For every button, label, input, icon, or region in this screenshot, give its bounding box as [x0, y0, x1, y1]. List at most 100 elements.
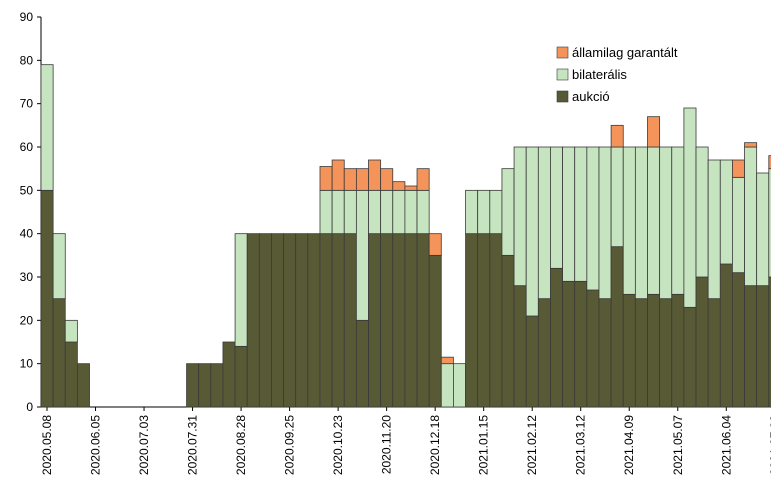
x-tick-label: 2020.10.23 [331, 415, 345, 475]
x-tick-label: 2021.04.09 [622, 415, 636, 475]
bar-aukcio [598, 298, 612, 408]
bar-aukcio [501, 254, 515, 408]
bar-aukcio [574, 280, 588, 408]
x-tick-label: 2020.05.08 [40, 415, 54, 475]
bar-bilateralis [234, 233, 248, 347]
bar-aukcio [586, 289, 600, 408]
legend-swatch [556, 90, 569, 103]
bar-bilateralis [355, 189, 369, 321]
bar-bilateralis [525, 146, 539, 317]
bar-aukcio [186, 363, 200, 408]
legend-swatch [556, 68, 569, 81]
bar-allamilag-garantalt [416, 168, 430, 191]
bar-aukcio [525, 315, 539, 408]
x-tick-label: 2021.05.07 [671, 415, 685, 475]
bar-aukcio [671, 293, 685, 408]
x-tick-label: 2020.07.03 [137, 415, 151, 475]
y-tick-label: 70 [20, 97, 34, 111]
bar-aukcio [416, 233, 430, 408]
y-tick-label: 40 [20, 227, 34, 241]
bar-bilateralis [489, 189, 503, 235]
bar-bilateralis [477, 189, 491, 235]
bar-aukcio [271, 233, 285, 408]
bar-allamilag-garantalt [380, 168, 394, 191]
bar-bilateralis [513, 146, 527, 287]
bar-aukcio [210, 363, 224, 408]
bar-aukcio [744, 285, 758, 408]
bar-bilateralis [683, 107, 697, 308]
bar-bilateralis [562, 146, 576, 282]
bar-bilateralis [634, 146, 648, 300]
bar-bilateralis [440, 363, 454, 408]
y-tick-label: 20 [20, 313, 34, 327]
bar-aukcio [283, 233, 297, 408]
bar-bilateralis [380, 189, 394, 235]
bar-aukcio [392, 233, 406, 408]
bar-bilateralis [695, 146, 709, 278]
bar-bilateralis [343, 189, 357, 235]
bar-bilateralis [768, 168, 771, 278]
legend: államilag garantált bilaterális aukció [556, 45, 678, 104]
bar-aukcio [513, 285, 527, 408]
bar-aukcio [756, 285, 770, 408]
bar-aukcio [719, 263, 733, 408]
bar-bilateralis [550, 146, 563, 269]
bar-aukcio [307, 233, 321, 408]
bar-bilateralis [40, 64, 54, 191]
bar-allamilag-garantalt [744, 142, 758, 148]
bar-aukcio [258, 233, 272, 408]
bar-allamilag-garantalt [440, 356, 454, 365]
bar-allamilag-garantalt [392, 181, 406, 191]
bar-allamilag-garantalt [404, 185, 418, 191]
bar-aukcio [246, 233, 260, 408]
x-tick-label: 2021.06.04 [719, 415, 733, 475]
bar-aukcio [76, 363, 90, 408]
x-tick-label: 2021.01.15 [477, 415, 491, 475]
bar-aukcio [647, 293, 661, 408]
bar-aukcio [634, 298, 648, 408]
y-tick-label: 90 [20, 10, 34, 24]
bar-allamilag-garantalt [319, 166, 333, 191]
bar-bilateralis [319, 189, 333, 235]
bar-bilateralis [732, 176, 745, 274]
x-tick-label: 2021.03.12 [574, 415, 588, 475]
bar-aukcio [234, 345, 248, 408]
y-axis: 0 10 20 30 40 50 60 70 80 90 [20, 10, 42, 414]
y-tick-label: 0 [26, 400, 33, 414]
bar-aukcio [489, 233, 503, 408]
x-tick-label: 2020.12.18 [428, 415, 442, 475]
legend-swatch [556, 46, 569, 59]
bar-aukcio [550, 267, 563, 408]
bar-bilateralis [368, 189, 382, 235]
bar-aukcio [707, 298, 721, 408]
y-tick-label: 50 [20, 183, 34, 197]
bar-allamilag-garantalt [355, 168, 369, 191]
bar-aukcio [64, 341, 78, 408]
bar-aukcio [343, 233, 357, 408]
bar-aukcio [355, 319, 369, 408]
bar-bilateralis [598, 146, 612, 300]
bar-bilateralis [719, 159, 733, 265]
bar-bilateralis [744, 146, 758, 287]
bar-aukcio [659, 298, 673, 408]
bar-aukcio [198, 363, 212, 408]
bar-aukcio [465, 233, 479, 408]
bar-bilateralis [331, 189, 345, 235]
bar-bilateralis [453, 363, 466, 408]
x-tick-label: 2020.09.25 [283, 415, 297, 475]
x-tick-label: 2021.02.12 [525, 415, 539, 475]
bar-aukcio [622, 293, 636, 408]
x-tick-label: 2020.07.31 [186, 415, 200, 475]
bar-bilateralis [416, 189, 430, 235]
bar-aukcio [380, 233, 394, 408]
bar-bilateralis [622, 146, 636, 295]
y-tick-label: 10 [20, 357, 34, 371]
bar-aukcio [295, 233, 309, 408]
y-tick-label: 30 [20, 270, 34, 284]
bar-aukcio [331, 233, 345, 408]
bar-aukcio [368, 233, 382, 408]
bar-bilateralis [501, 168, 515, 256]
bar-bilateralis [392, 189, 406, 235]
bar-aukcio [222, 341, 236, 408]
bar-bilateralis [756, 172, 770, 287]
